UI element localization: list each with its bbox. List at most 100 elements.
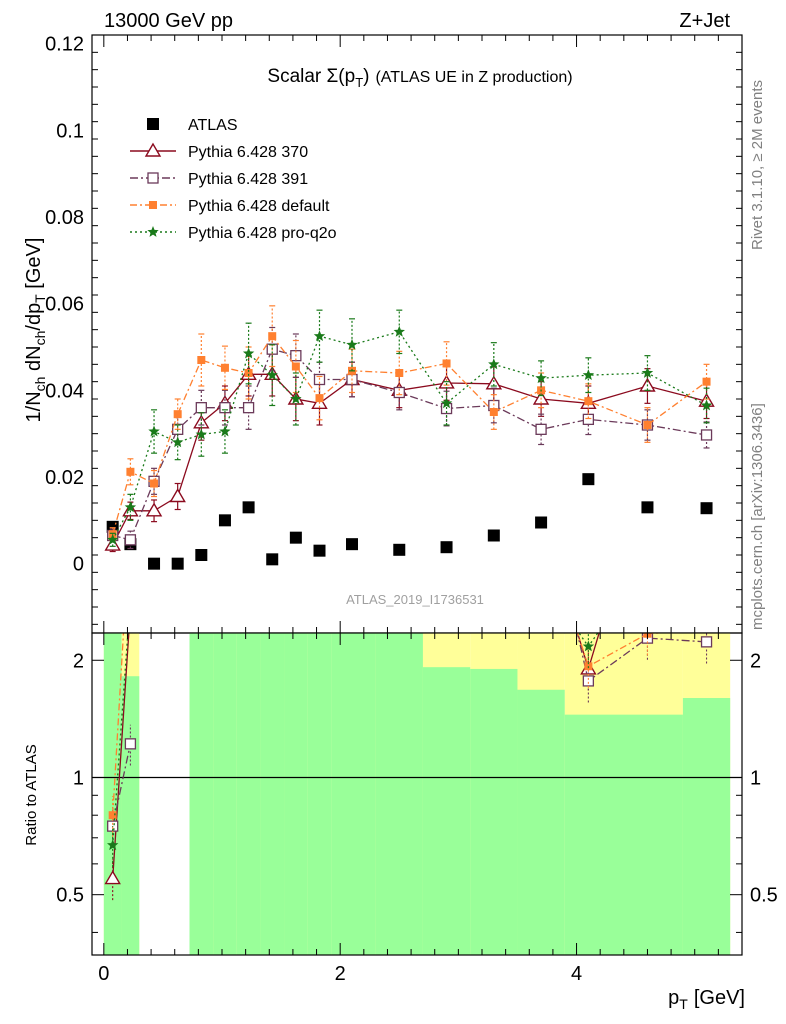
y-tick-label: 0.02 [45, 467, 84, 489]
data-point [104, 536, 121, 551]
legend-marker [144, 142, 162, 157]
data-point [218, 514, 231, 527]
data-point [126, 467, 135, 476]
ratio-line [576, 633, 707, 683]
y-tick-label: 0.12 [45, 34, 84, 56]
data-point [393, 386, 405, 399]
ratio-point [582, 640, 595, 652]
band-inner [189, 633, 214, 955]
data-point [195, 428, 207, 440]
data-point [641, 501, 654, 514]
y-tick-label: 0.06 [45, 294, 84, 316]
data-point [487, 529, 500, 542]
band-inner [307, 633, 332, 955]
data-point [150, 479, 159, 488]
data-point [346, 538, 358, 551]
data-point [313, 544, 326, 557]
ratio-y-tick-label-right: 2 [750, 650, 761, 672]
data-point [582, 413, 595, 426]
side-label-bottom: mcplots.cern.ch [arXiv:1306.3436] [749, 403, 766, 630]
data-point [242, 347, 255, 359]
ratio-point [107, 839, 119, 851]
y-tick-label: 0.1 [56, 120, 84, 142]
data-point [393, 325, 405, 337]
legend-marker [149, 201, 157, 209]
data-point [641, 367, 654, 378]
header-right: Z+Jet [679, 10, 730, 32]
band-inner [682, 698, 731, 955]
ratio-series-pq2o [107, 633, 129, 867]
y-tick-label: 0.08 [45, 207, 84, 229]
ratio-y-tick-label: 1 [73, 767, 84, 789]
data-point [700, 429, 713, 441]
main-ylabel: 1/Nch dNch/dpT [GeV] [23, 238, 48, 423]
data-point [291, 362, 300, 371]
data-point [643, 421, 652, 429]
data-point [148, 425, 160, 437]
ratio-series-pq2o [578, 633, 599, 669]
data-point [242, 501, 255, 514]
ratio-xlabel: pT [GeV] [668, 987, 745, 1012]
data-point [535, 372, 547, 384]
ratio-point [108, 811, 117, 820]
data-point [124, 534, 137, 546]
data-point [442, 359, 451, 368]
band-inner [260, 633, 285, 955]
ratio-line [576, 633, 667, 668]
series-data [106, 473, 713, 570]
ratio-x-tick-label: 4 [571, 963, 582, 985]
ratio-content [92, 633, 742, 955]
data-point [582, 369, 595, 380]
band-inner [121, 676, 140, 955]
data-point [488, 358, 500, 370]
data-point [171, 557, 184, 570]
legend-label: Pythia 6.428 391 [188, 171, 308, 188]
ratio-point [582, 675, 595, 687]
legend-marker [147, 118, 159, 130]
ratio-y-tick-label: 2 [73, 650, 84, 672]
band-inner [103, 633, 122, 955]
data-point [700, 502, 713, 515]
band-inner [612, 714, 683, 955]
ratio-line [112, 633, 129, 846]
ratio-line [112, 743, 132, 827]
data-point [315, 394, 324, 403]
ratio-line [112, 633, 125, 816]
ratio-y-tick-label: 0.5 [56, 885, 84, 907]
band-inner [284, 633, 308, 955]
band-inner [236, 633, 261, 955]
data-point [220, 363, 229, 372]
data-point [393, 543, 406, 556]
data-point [173, 410, 182, 419]
data-point [702, 377, 711, 386]
ratio-point [124, 738, 137, 750]
ratio-y-tick-label-right: 1 [750, 767, 761, 789]
band-inner [213, 633, 237, 955]
data-point [197, 356, 206, 364]
data-point [193, 414, 210, 429]
header-left: 13000 GeV pp [104, 10, 233, 32]
band-inner [517, 689, 565, 955]
ratio-ylabel: Ratio to ATLAS [23, 744, 40, 845]
data-point [242, 402, 255, 414]
data-point [489, 408, 498, 416]
band-inner [470, 668, 518, 955]
data-point [244, 369, 253, 377]
series-pq2o [107, 309, 713, 547]
ratio-y-tick-label-right: 0.5 [750, 885, 778, 907]
legend-label: Pythia 6.428 pro-q2o [188, 225, 337, 242]
y-tick-label: 0.04 [45, 380, 84, 402]
data-point [584, 397, 593, 406]
data-point [440, 397, 453, 409]
band-inner [422, 667, 471, 955]
data-point [148, 557, 161, 570]
series-line [112, 335, 707, 535]
watermark: ATLAS_2019_I1736531 [346, 592, 484, 607]
data-point [290, 393, 302, 404]
data-point [313, 330, 326, 341]
series-line [112, 331, 707, 541]
plot-title: Scalar Σ(pT) (ATLAS UE in Z production) [267, 66, 572, 90]
data-point [172, 436, 184, 448]
legend-marker [147, 226, 159, 237]
